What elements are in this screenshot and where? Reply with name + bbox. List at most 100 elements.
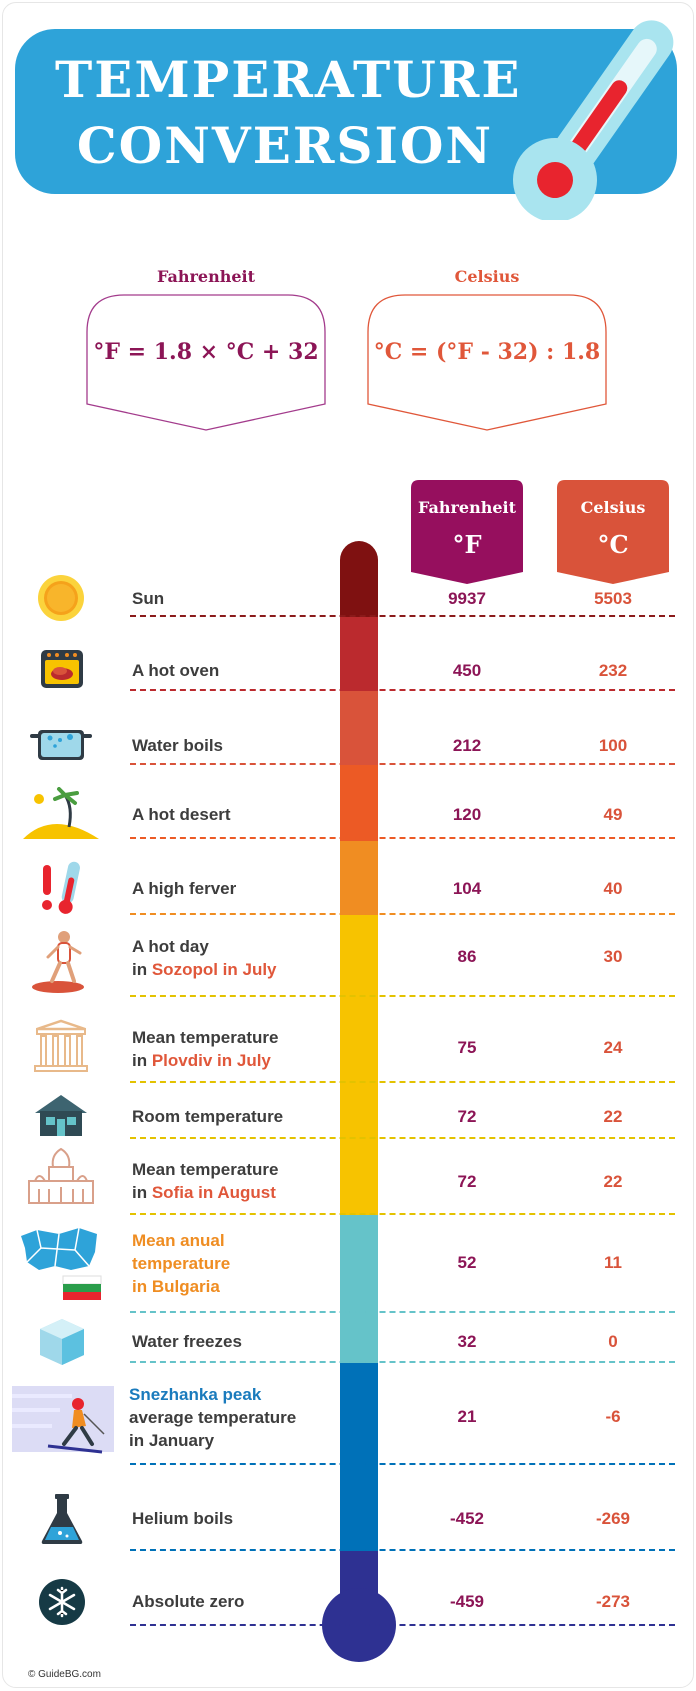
fahrenheit-formula-label: Fahrenheit — [156, 267, 255, 286]
row-label-bulgaria-line1: Mean anual — [132, 1231, 225, 1250]
row-label-high-fever: A high ferver — [132, 879, 237, 898]
row-divider — [130, 1361, 675, 1363]
row-divider — [130, 1311, 675, 1313]
row-label-sofia-place: Sofia in August — [151, 1183, 276, 1202]
fahrenheit-column-header: Fahrenheit °F — [411, 480, 523, 584]
bulgaria-map-icon — [21, 1227, 102, 1300]
row-label-plovdiv-line1: Mean temperature — [132, 1028, 279, 1047]
row-label-bulgaria-line2: temperature — [132, 1254, 231, 1273]
celsius-value-hot-desert: 49 — [603, 805, 623, 824]
ice-cube-icon — [40, 1319, 84, 1365]
row-divider — [130, 689, 675, 691]
fahrenheit-column-name: Fahrenheit — [417, 498, 516, 517]
thermometer-segment-blue — [340, 1363, 378, 1551]
row-label-oven: A hot oven — [132, 661, 220, 680]
row-label-sofia: Mean temperature in Sofia in August — [132, 1158, 278, 1204]
row-label-hot-desert: A hot desert — [132, 805, 231, 824]
thermometer-segment-yellow — [340, 915, 378, 1215]
row-divider — [130, 1463, 675, 1465]
row-label-sofia-line1: Mean temperature — [132, 1160, 279, 1179]
row-label-hot-day-place: Sozopol in July — [151, 960, 277, 979]
thermometer-segment-darkred — [340, 541, 378, 617]
row-divider — [130, 615, 675, 617]
row-divider — [130, 837, 675, 839]
skier-icon — [12, 1386, 114, 1454]
row-divider — [130, 763, 675, 765]
celsius-formula-frame — [367, 294, 607, 431]
ruins-icon — [34, 1019, 88, 1072]
fahrenheit-value-room-temperature: 72 — [457, 1107, 477, 1126]
celsius-column-name: Celsius — [580, 498, 646, 517]
thermometer-illustration-icon — [513, 20, 674, 220]
fahrenheit-value-high-fever: 104 — [452, 879, 482, 898]
row-label-snezhanka-place: Snezhanka peak — [129, 1385, 262, 1404]
fahrenheit-value-oven: 450 — [452, 661, 482, 680]
celsius-value-absolute-zero: -273 — [595, 1592, 631, 1611]
fahrenheit-formula: °F = 1.8 × °C + 32 — [93, 339, 319, 365]
fahrenheit-value-sofia: 72 — [457, 1172, 477, 1191]
cathedral-icon — [28, 1147, 94, 1204]
celsius-value-room-temperature: 22 — [603, 1107, 623, 1126]
runner-icon — [32, 931, 84, 993]
row-label-absolute-zero: Absolute zero — [132, 1592, 245, 1611]
fahrenheit-value-absolute-zero: -459 — [449, 1592, 485, 1611]
title-banner: TEMPERATURE CONVERSION — [15, 29, 677, 194]
desert-icon — [23, 787, 99, 839]
row-divider — [130, 1081, 675, 1083]
flask-icon — [41, 1494, 83, 1544]
fever-icon — [42, 861, 80, 914]
fahrenheit-value-sun: 9937 — [448, 589, 486, 608]
fahrenheit-value-hot-desert: 120 — [452, 805, 482, 824]
celsius-column-header: Celsius °C — [557, 480, 669, 584]
thermometer-segment-orange — [340, 765, 378, 841]
row-label-plovdiv-prefix: in — [132, 1051, 152, 1070]
row-divider — [130, 1137, 675, 1139]
fahrenheit-column-unit: °F — [452, 530, 482, 559]
fahrenheit-value-water-freezes: 32 — [457, 1332, 477, 1351]
celsius-value-hot-day: 30 — [603, 947, 623, 966]
pot-icon — [30, 730, 92, 760]
fahrenheit-formula-frame — [86, 294, 326, 431]
row-label-plovdiv-place: Plovdiv in July — [151, 1051, 271, 1070]
title-line-1: TEMPERATURE — [55, 50, 522, 109]
thermometer-segment-coral — [340, 691, 378, 765]
celsius-formula: °C = (°F - 32) : 1.8 — [373, 339, 601, 365]
row-divider — [130, 1213, 675, 1215]
fahrenheit-value-bulgaria: 52 — [457, 1253, 477, 1272]
celsius-value-water-boils: 100 — [598, 736, 628, 755]
thermometer-segment-amber — [340, 841, 378, 915]
row-label-sun: Sun — [132, 589, 165, 608]
row-label-plovdiv: Mean temperature in Plovdiv in July — [132, 1026, 278, 1072]
page-title: TEMPERATURE CONVERSION — [55, 47, 522, 179]
celsius-value-bulgaria: 11 — [604, 1253, 622, 1272]
row-label-snezhanka-line2: average temperature — [129, 1408, 297, 1427]
fahrenheit-value-hot-day: 86 — [457, 947, 477, 966]
celsius-value-water-freezes: 0 — [608, 1332, 618, 1351]
row-divider — [130, 995, 675, 997]
celsius-formula-label: Celsius — [454, 267, 520, 286]
row-divider — [130, 913, 675, 915]
celsius-value-helium-boils: -269 — [595, 1509, 631, 1528]
row-label-hot-day: A hot day in Sozopol in July — [132, 935, 277, 981]
oven-icon — [41, 650, 83, 688]
row-label-room-temperature: Room temperature — [132, 1107, 284, 1126]
thermometer-segment-red — [340, 617, 378, 691]
celsius-value-sun: 5503 — [594, 589, 632, 608]
row-divider — [130, 1624, 675, 1626]
row-label-bulgaria-line3: in Bulgaria — [132, 1277, 220, 1296]
row-label-snezhanka-line3: in January — [129, 1431, 215, 1450]
celsius-value-snezhanka: -6 — [605, 1407, 621, 1426]
row-label-snezhanka: Snezhanka peak average temperature in Ja… — [129, 1383, 296, 1452]
row-label-hot-day-prefix: in — [132, 960, 152, 979]
sun-icon — [38, 575, 84, 621]
row-label-sofia-prefix: in — [132, 1183, 152, 1202]
row-label-water-boils: Water boils — [132, 736, 223, 755]
title-line-2: CONVERSION — [76, 116, 494, 175]
celsius-value-sofia: 22 — [603, 1172, 623, 1191]
row-label-helium-boils: Helium boils — [132, 1509, 234, 1528]
house-icon — [35, 1095, 87, 1136]
row-label-hot-day-line1: A hot day — [132, 937, 209, 956]
thermometer-segment-teal — [340, 1215, 378, 1363]
row-divider — [130, 1549, 675, 1551]
fahrenheit-value-plovdiv: 75 — [457, 1038, 477, 1057]
